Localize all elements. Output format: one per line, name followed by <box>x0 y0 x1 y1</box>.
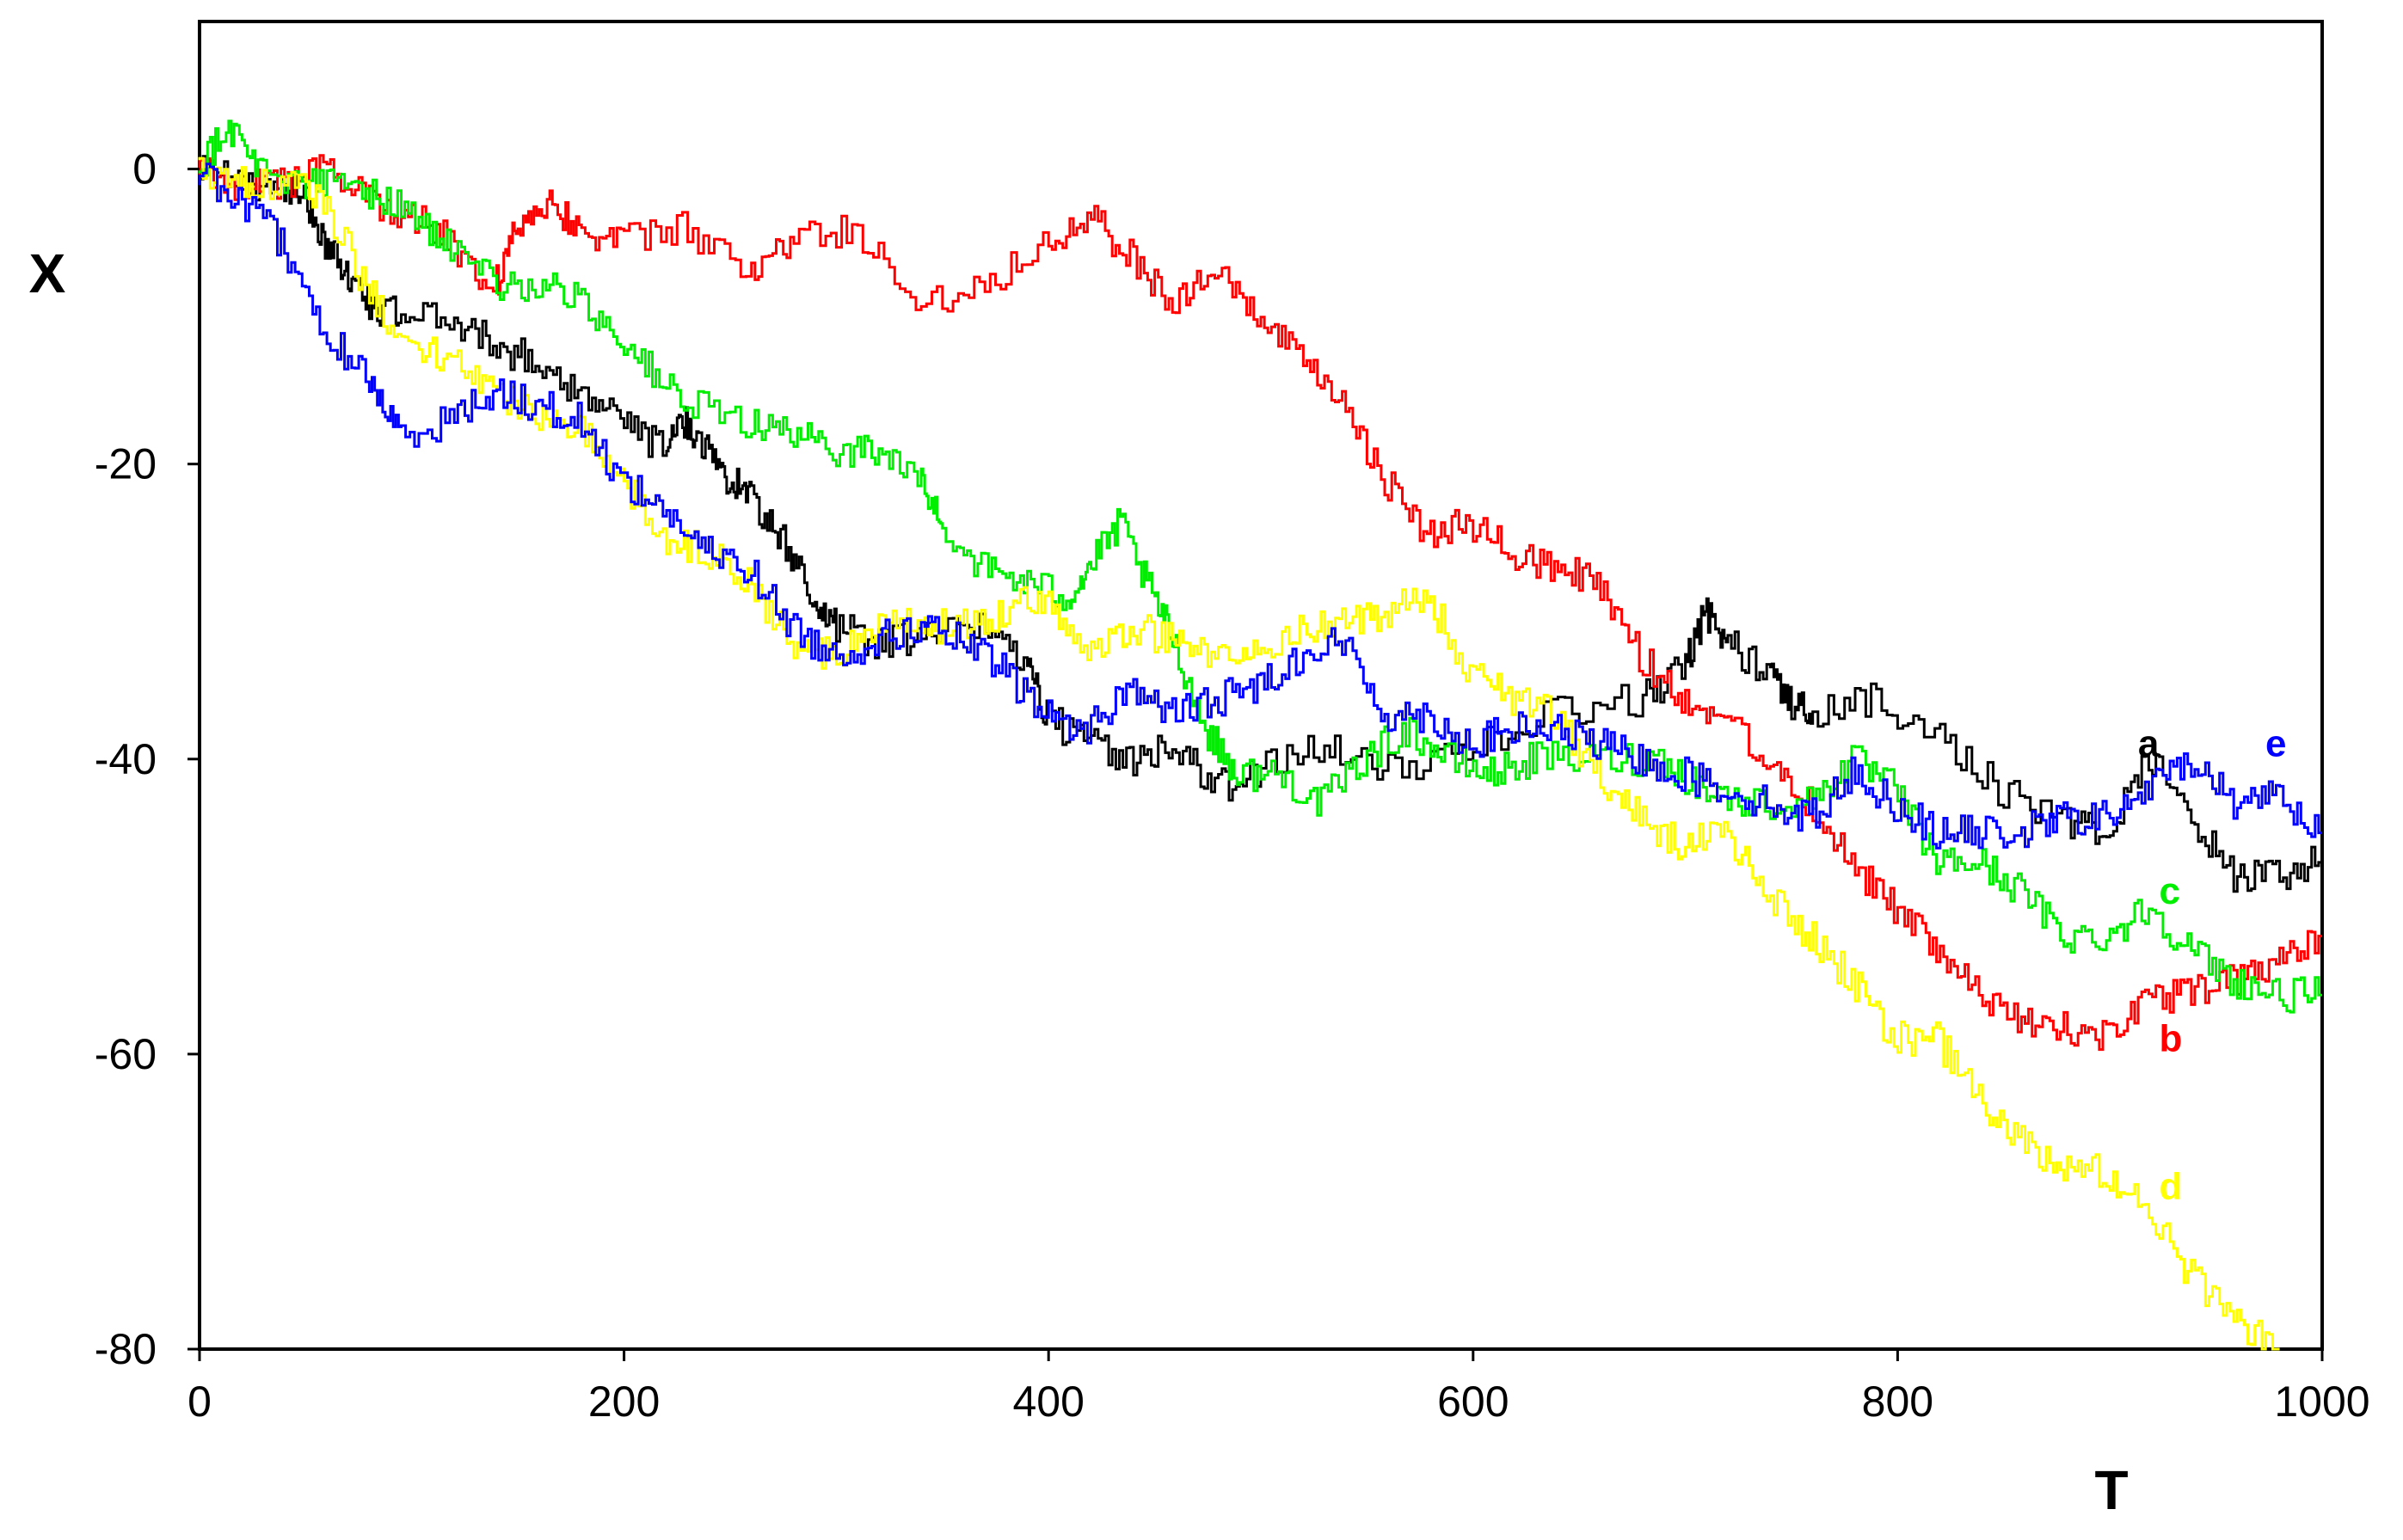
y-axis-title: X <box>29 242 66 304</box>
series-labels: a b c d e <box>2138 723 2287 1208</box>
series-label-a: a <box>2138 723 2160 765</box>
series-label-e: e <box>2265 723 2286 765</box>
x-tick-label: 600 <box>1437 1377 1509 1426</box>
y-tick-label: -80 <box>95 1325 157 1373</box>
x-tick-label: 800 <box>1862 1377 1933 1426</box>
y-tick-label: -20 <box>95 440 157 488</box>
series-line-c <box>198 120 2322 1014</box>
series-label-c: c <box>2160 870 2180 912</box>
plot-frame <box>198 20 2324 1351</box>
series-layer <box>198 120 2322 1351</box>
x-tick-label: 400 <box>1012 1377 1084 1426</box>
y-axis-ticks: 0 -20 -40 -60 -80 <box>95 145 200 1373</box>
x-axis-title: T <box>2094 1459 2128 1521</box>
series-line-a <box>198 155 2322 893</box>
x-axis-ticks: 0 200 400 600 800 1000 <box>187 1349 2370 1426</box>
series-label-b: b <box>2160 1018 2183 1060</box>
x-tick-label: 1000 <box>2274 1377 2369 1426</box>
x-tick-label: 0 <box>187 1377 212 1426</box>
y-tick-label: -40 <box>95 735 157 783</box>
x-tick-label: 200 <box>588 1377 660 1426</box>
series-line-b <box>198 154 2322 1052</box>
y-tick-label: 0 <box>132 145 157 193</box>
series-line-e <box>198 163 2322 850</box>
series-label-d: d <box>2160 1165 2183 1207</box>
y-tick-label: -60 <box>95 1030 157 1078</box>
